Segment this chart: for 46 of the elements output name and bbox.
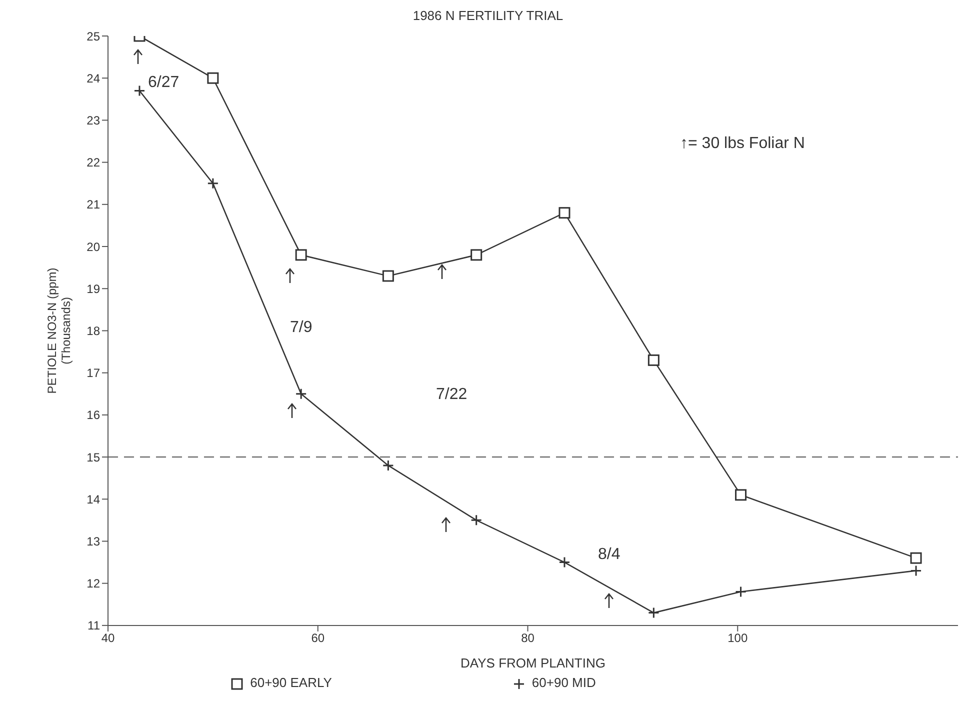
y-tick-label: 22 xyxy=(86,156,100,170)
point xyxy=(735,586,747,598)
point xyxy=(382,270,394,282)
y-tick-label: 17 xyxy=(86,366,100,380)
legend-label: 60+90 MID xyxy=(532,675,596,690)
point xyxy=(648,354,660,366)
point xyxy=(207,178,219,190)
x-tick-label: 80 xyxy=(521,630,535,645)
x-axis-title: DAYS FROM PLANTING xyxy=(460,655,606,670)
point xyxy=(558,207,570,219)
annotation: 7/9 xyxy=(290,319,312,337)
y-tick-label: 21 xyxy=(86,198,100,212)
y-tick-label: 23 xyxy=(86,113,100,128)
point xyxy=(735,489,747,501)
annotation: 8/4 xyxy=(598,546,620,564)
chart-title: 1986 N FERTILITY TRIAL xyxy=(412,8,564,25)
y-tick-label: 25 xyxy=(86,29,100,44)
point xyxy=(295,249,307,261)
y-tick-label: 13 xyxy=(86,534,100,548)
point xyxy=(558,556,570,568)
annotation: 7/22 xyxy=(436,386,468,404)
point xyxy=(382,460,394,472)
x-tick-label: 100 xyxy=(728,630,748,645)
y-tick-label: 19 xyxy=(86,282,100,296)
y-tick-label: 20 xyxy=(86,240,100,254)
point xyxy=(910,564,922,576)
point xyxy=(648,607,660,619)
point xyxy=(295,388,307,400)
point xyxy=(470,514,482,526)
y-tick-label: 14 xyxy=(86,492,100,506)
y-tick-label: 11 xyxy=(88,618,100,633)
y-axis-title: PETIOLE NO3-N (ppm) (Thousands) xyxy=(45,268,73,394)
y-tick-label: 24 xyxy=(86,71,100,86)
y-tick-label: 12 xyxy=(86,576,100,591)
y-tick-label: 18 xyxy=(86,324,100,338)
x-tick-label: 40 xyxy=(101,630,115,645)
y-tick-label: 16 xyxy=(86,408,100,422)
y-tick-label: 15 xyxy=(86,450,100,464)
legend-label: 60+90 EARLY xyxy=(250,675,332,690)
annotation: ↑= 30 lbs Foliar N xyxy=(680,135,805,153)
point xyxy=(470,249,482,261)
point xyxy=(207,72,219,84)
point xyxy=(910,552,922,564)
annotation: 6/27 xyxy=(148,74,180,92)
x-tick-label: 60 xyxy=(311,630,325,645)
point xyxy=(134,84,146,96)
